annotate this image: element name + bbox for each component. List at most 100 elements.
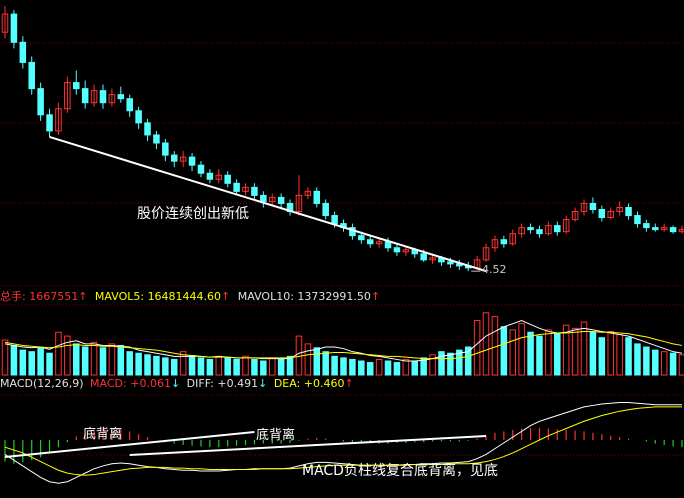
candle-body (153, 134, 160, 144)
mavol10-label: MAVOL10: (237, 290, 298, 303)
divergence-label-2: 底背离 (256, 428, 296, 443)
volume-bar (509, 329, 517, 376)
volume-bar (251, 358, 258, 376)
candle-body (162, 142, 169, 156)
candle-body (1, 13, 9, 33)
candle-body (518, 227, 525, 235)
candle-body (313, 190, 321, 204)
candle-body (251, 186, 258, 196)
candle-body (393, 247, 401, 253)
volume-bar (545, 329, 552, 376)
volume-bar (73, 343, 80, 376)
dea-label: DEA: (273, 377, 304, 390)
candle-body (188, 156, 196, 166)
candle-body (420, 253, 427, 261)
volume-bar (536, 335, 543, 376)
diff-value: +0.491 (217, 377, 259, 390)
candle-body (660, 227, 668, 231)
candle-body (625, 206, 632, 217)
candle-body (117, 94, 125, 100)
candle-body (545, 225, 552, 235)
candle-body (108, 94, 116, 104)
volume-bars (1, 312, 684, 376)
volume-bar (527, 331, 534, 376)
total-volume-label: 总手: (0, 290, 30, 303)
volume-bar (500, 326, 508, 376)
candle-body (634, 215, 641, 225)
mavol10-value: 13732991.50 (297, 290, 371, 303)
volume-bar (322, 351, 329, 376)
candle-body (482, 247, 490, 261)
volume-bar (447, 352, 454, 376)
candle-body (81, 88, 89, 104)
volume-bar (349, 358, 356, 376)
candle-body (197, 164, 205, 174)
candle-body (206, 172, 214, 180)
candle-body (215, 174, 223, 180)
dea-value: +0.460 (303, 377, 345, 390)
candle-body (527, 227, 534, 231)
candle-body (678, 229, 684, 233)
candle-body (260, 194, 267, 202)
volume-bar (616, 334, 623, 376)
volume-bar (108, 343, 116, 376)
volume-bar (607, 330, 614, 376)
volume-bar (384, 360, 392, 376)
volume-bar (197, 357, 205, 376)
volume-bar (313, 347, 321, 376)
candle-body (37, 88, 44, 116)
candle-body (358, 235, 365, 241)
volume-bar (393, 362, 401, 376)
volume-bar (580, 321, 588, 376)
price-trend-line (49, 136, 487, 273)
volume-bar (37, 347, 44, 376)
volume-bar (678, 354, 684, 376)
volume-bar (598, 337, 606, 376)
volume-bar (117, 344, 125, 376)
volume-bar (46, 352, 53, 376)
candle-body (598, 208, 606, 219)
volume-bar (554, 332, 561, 376)
macd-arrow: ↓ (170, 377, 181, 390)
volume-bar (179, 351, 187, 376)
volume-bar (375, 358, 383, 376)
diff-label: DIFF: (186, 377, 218, 390)
low-price-label: 4.52 (482, 263, 507, 276)
volume-bar (277, 358, 285, 376)
volume-bar (464, 346, 472, 376)
volume-bar (331, 355, 338, 376)
volume-bar (162, 357, 169, 376)
volume-bar (571, 327, 579, 376)
volume-bar (429, 354, 436, 376)
total-volume-value: 1667551 (29, 290, 79, 303)
divergence-line-2 (129, 435, 487, 456)
candle-body (55, 108, 62, 132)
volume-bar (135, 352, 142, 376)
candle-body (170, 154, 178, 162)
price-candles (1, 6, 684, 272)
volume-bar (652, 349, 659, 376)
volume-bar (625, 337, 632, 376)
volume-bar (456, 349, 463, 376)
mavol10-line (4, 330, 683, 360)
volume-bar (366, 362, 374, 376)
candle-body (46, 114, 53, 132)
candle-body (509, 233, 517, 245)
volume-bar (19, 349, 27, 376)
volume-bar (660, 351, 668, 376)
volume-bar (402, 358, 410, 376)
volume-bar (206, 358, 214, 376)
candle-body (652, 227, 659, 231)
volume-bar (99, 347, 107, 376)
volume-bar (260, 360, 267, 376)
volume-bar (153, 355, 160, 376)
volume-bar (64, 335, 71, 376)
macd-value: +0.061 (130, 377, 171, 390)
macd-header: MACD(12,26,9) MACD: +0.061↓ DIFF: +0.491… (0, 377, 354, 391)
macd-lines (4, 402, 682, 484)
candle-body (589, 202, 597, 210)
volume-bar (518, 323, 525, 376)
candle-body (99, 90, 107, 104)
candle-body (242, 186, 249, 192)
